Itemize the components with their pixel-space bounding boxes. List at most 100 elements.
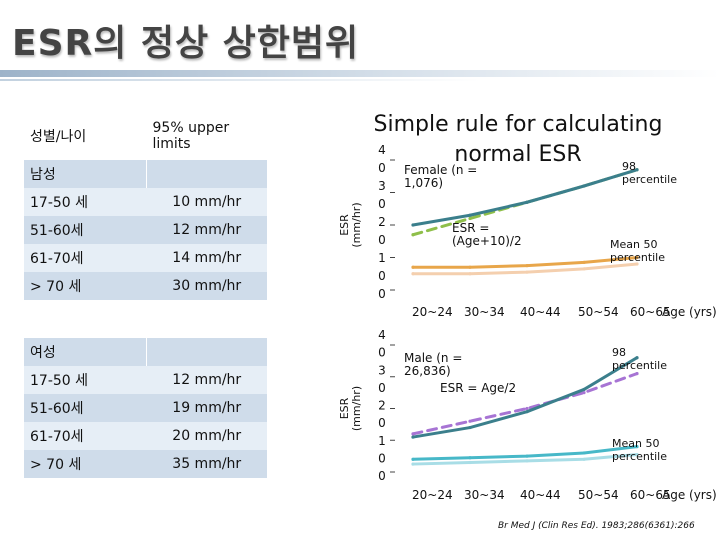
female-limit-4: 35 mm/hr [146, 450, 267, 478]
chart1-annotation: percentile [622, 173, 677, 186]
chart2-data-point [411, 435, 415, 439]
chart1-data-point [582, 184, 586, 188]
chart1-annotation: percentile [610, 251, 665, 264]
chart2-xtick-label: 40~44 [520, 488, 561, 502]
chart2-data-point [582, 387, 586, 392]
chart2-data-point [635, 452, 639, 457]
female-age-2: 51-60세 [24, 394, 147, 422]
female-limit-3: 20 mm/hr [146, 422, 267, 450]
chart2-annotation: 98 [612, 346, 626, 359]
chart2-data-point [525, 406, 529, 411]
chart1-ytick-char: 2 [378, 215, 386, 229]
chart2-data-point [635, 356, 639, 360]
chart2-annotation: Male (n = [404, 351, 462, 365]
chart1-data-point [411, 233, 415, 237]
chart1-data-point [411, 265, 415, 269]
chart2-ylabel-2: (mm/hr) [350, 386, 363, 431]
chart1-annotation: 98 [622, 160, 636, 173]
chart1-annotation: 1,076) [404, 176, 443, 190]
female-age-3: 61-70세 [24, 422, 147, 450]
male-limit-2: 12 mm/hr [146, 216, 267, 244]
chart2-ylabel-1: ESR [338, 397, 351, 419]
chart1-annotation: ESR = [452, 221, 489, 235]
chart1-data-point [468, 216, 472, 221]
chart2-data-point [582, 391, 586, 395]
citation: Br Med J (Clin Res Ed). 1983;286(6361):2… [498, 521, 695, 531]
chart1-data-point [468, 213, 472, 217]
chart1-annotation: Female (n = [404, 163, 477, 177]
chart1-data-point [468, 272, 472, 276]
chart2-xtick-label: 50~54 [578, 488, 619, 502]
female-age-1: 17-50 세 [24, 366, 147, 394]
chart1-xtick-label: 30~34 [464, 305, 505, 319]
chart2-data-point [411, 432, 415, 436]
slide-title: ESR의 정상 상한범위 [12, 23, 360, 64]
chart1-ytick-char: 0 [378, 269, 386, 283]
chart2-data-point [468, 419, 472, 423]
male-label: 남성 [24, 160, 147, 188]
female-limit-1: 12 mm/hr [146, 366, 267, 394]
male-age-3: 61-70세 [24, 244, 147, 272]
chart-title-line-1: Simple rule for calculating [374, 112, 663, 137]
chart1-ytick-char: 0 [378, 233, 386, 247]
chart2-series-line [411, 372, 639, 436]
title-divider [0, 70, 720, 77]
chart2-data-point [582, 457, 586, 461]
female-limit-2: 19 mm/hr [146, 394, 267, 422]
chart2-data-point [468, 456, 472, 460]
male-age-4: > 70 세 [24, 272, 147, 300]
chart1-data-point [635, 255, 639, 260]
chart1-data-point [468, 265, 472, 269]
chart2-data-point [411, 457, 415, 461]
chart-title-line-2: normal ESR [454, 142, 581, 167]
chart2-data-point [468, 425, 472, 430]
chart2-ytick-char: 0 [378, 416, 386, 430]
chart2-xtick-label: 20~24 [412, 488, 453, 502]
female-esr-table: 여성 17-50 세 12 mm/hr 51-60세 19 mm/hr 61-7… [24, 338, 267, 478]
chart1-data-point [411, 272, 415, 276]
chart1-data-point [582, 260, 586, 264]
chart1-xtick-label: 20~24 [412, 305, 453, 319]
chart2-data-point [635, 371, 639, 376]
chart2-ytick-char: 0 [378, 381, 386, 395]
chart1-data-point [411, 223, 415, 227]
chart1-xtick-label: 60~65 [630, 305, 671, 319]
chart2-annotation: percentile [612, 450, 667, 463]
chart1-data-point [525, 200, 529, 204]
chart2-data-point [525, 459, 529, 463]
chart1-ytick-char: 1 [378, 251, 386, 265]
male-limit-1: 10 mm/hr [146, 188, 267, 216]
chart2-ytick-char: 3 [378, 363, 386, 377]
chart1-data-point [582, 267, 586, 271]
chart1-annotation: (Age+10)/2 [452, 234, 522, 248]
chart2-annotation: Mean 50 [612, 437, 659, 450]
male-limit-4: 30 mm/hr [146, 272, 267, 300]
chart1-ytick-char: 0 [378, 197, 386, 211]
chart1-ytick-char: 3 [378, 179, 386, 193]
chart1-xtick-label: 40~44 [520, 305, 561, 319]
table-header-sex-age: 성별/나이 [24, 112, 147, 160]
chart2-ytick-char: 2 [378, 399, 386, 413]
chart2-xtick-label: 30~34 [464, 488, 505, 502]
chart1-xlabel: Age (yrs) [662, 305, 717, 319]
chart2-ytick-char: 0 [378, 469, 386, 483]
chart2-xtick-label: 60~65 [630, 488, 671, 502]
chart1-series-line [411, 168, 639, 227]
chart2-ytick-char: 4 [378, 328, 386, 342]
chart2-annotation: ESR = Age/2 [440, 381, 516, 395]
chart1-ytick-char: 0 [378, 287, 386, 301]
chart2-data-point [582, 451, 586, 455]
chart2-ytick-char: 0 [378, 346, 386, 360]
chart2-annotation: 26,836) [404, 364, 451, 378]
title-divider-thin [0, 79, 480, 81]
chart1-ylabel-1: ESR [338, 214, 351, 236]
male-limit-3: 14 mm/hr [146, 244, 267, 272]
chart1-data-point [525, 264, 529, 268]
male-esr-table: 성별/나이 95% upper limits 남성 17-50 세 10 mm/… [24, 112, 267, 300]
chart1-ylabel-2: (mm/hr) [350, 202, 363, 247]
chart1-annotation: Mean 50 [610, 238, 657, 251]
chart1-ytick-char: 0 [378, 161, 386, 175]
chart2-data-point [468, 460, 472, 465]
chart1-data-point [525, 270, 529, 274]
